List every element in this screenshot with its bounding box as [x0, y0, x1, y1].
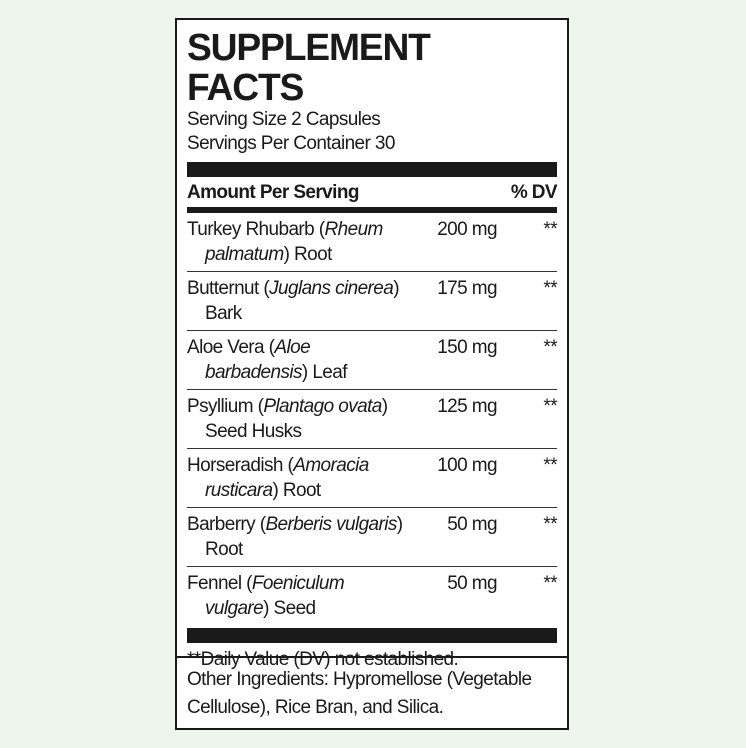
other-ingredients: Other Ingredients: Hypromellose (Vegetab…	[177, 656, 567, 730]
amount: 200 mg	[437, 219, 497, 240]
amount: 175 mg	[437, 278, 497, 299]
common-name: Barberry	[187, 514, 256, 535]
latin-name: Plantago ovata	[263, 396, 382, 417]
plant-part: Seed	[273, 598, 317, 619]
amount: 50 mg	[447, 514, 497, 535]
common-name: Horseradish	[187, 455, 283, 476]
amount: 150 mg	[437, 337, 497, 358]
ingredient-name: Barberry (Berberis vulgaris) Root	[187, 514, 403, 560]
latin-name: Foeniculum vulgare	[205, 573, 345, 619]
plant-part: Root	[294, 244, 332, 265]
common-name: Turkey Rhubarb	[187, 219, 315, 240]
amount: 100 mg	[437, 455, 497, 476]
ingredient-name: Fennel (Foeniculum vulgare) Seed	[187, 573, 345, 619]
ingredient-name: Horseradish (Amoracia rusticara) Root	[187, 455, 369, 501]
servings-per-container: Servings Per Container 30	[187, 133, 395, 154]
amount-per-serving-header: Amount Per Serving	[187, 182, 359, 203]
table-row: Psyllium (Plantago ovata) Seed Husks 125 …	[187, 390, 558, 449]
table-header: Amount Per Serving % DV	[187, 177, 558, 207]
ingredient-name: Aloe Vera (Aloe barbadensis) Leaf	[187, 337, 348, 383]
daily-value: **	[543, 455, 557, 476]
thick-divider	[187, 628, 557, 643]
plant-part: Leaf	[312, 362, 347, 383]
common-name: Butternut	[187, 278, 259, 299]
daily-value: **	[543, 337, 557, 358]
serving-size: Serving Size 2 Capsules	[187, 109, 381, 130]
table-row: Barberry (Berberis vulgaris) Root 50 mg **	[187, 508, 558, 567]
latin-name: Berberis vulgaris	[265, 514, 397, 535]
table-row: Turkey Rhubarb (Rheum palmatum) Root 200 …	[187, 213, 558, 272]
table-row: Horseradish (Amoracia rusticara) Root 100…	[187, 449, 558, 508]
ingredient-name: Psyllium (Plantago ovata) Seed Husks	[187, 396, 388, 442]
plant-part: Bark	[205, 303, 242, 324]
daily-value: **	[543, 396, 557, 417]
ingredient-list: Turkey Rhubarb (Rheum palmatum) Root 200 …	[187, 213, 558, 626]
amount: 125 mg	[437, 396, 497, 417]
daily-value: **	[543, 278, 557, 299]
supplement-facts-panel: SUPPLEMENT FACTS Serving Size 2 Capsules…	[175, 18, 569, 730]
latin-name: Aloe barbadensis	[205, 337, 311, 383]
plant-part: Root	[282, 480, 321, 501]
common-name: Aloe Vera	[187, 337, 265, 358]
common-name: Fennel	[187, 573, 242, 594]
dv-header: % DV	[510, 182, 558, 203]
daily-value: **	[543, 219, 557, 240]
ingredient-name: Turkey Rhubarb (Rheum palmatum) Root	[187, 219, 383, 265]
table-row: Fennel (Foeniculum vulgare) Seed 50 mg **	[187, 567, 558, 626]
latin-name: Juglans cinerea	[269, 278, 394, 299]
plant-part: Seed Husks	[205, 421, 302, 442]
table-row: Aloe Vera (Aloe barbadensis) Leaf 150 mg *…	[187, 331, 558, 390]
daily-value: **	[543, 514, 557, 535]
thick-divider	[187, 162, 557, 177]
latin-name: Amoracia rusticara	[205, 455, 369, 501]
footnote: **Daily Value (DV) not established.	[187, 649, 459, 670]
table-row: Butternut (Juglans cinerea) Bark 175 mg **	[187, 272, 558, 331]
panel-title: SUPPLEMENT FACTS	[187, 27, 431, 109]
medium-divider	[187, 207, 557, 213]
amount: 50 mg	[447, 573, 497, 594]
ingredient-name: Butternut (Juglans cinerea) Bark	[187, 278, 400, 324]
latin-name: Rheum palmatum	[205, 219, 383, 265]
daily-value: **	[543, 573, 557, 594]
plant-part: Root	[205, 539, 243, 560]
common-name: Psyllium	[187, 396, 254, 417]
